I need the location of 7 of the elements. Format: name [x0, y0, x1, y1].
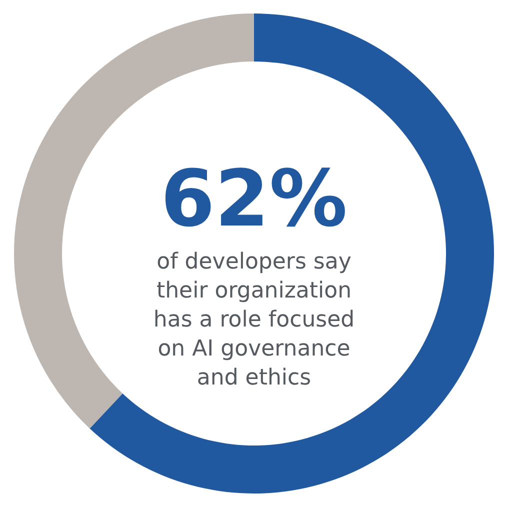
text: on AI governance — [158, 336, 350, 362]
donut-slice — [90, 14, 494, 494]
text: 62% — [160, 154, 348, 244]
text: of developers say — [156, 250, 352, 274]
text: has a role focused — [153, 308, 355, 332]
text: and ethics — [196, 366, 312, 390]
text: their organization — [156, 278, 352, 304]
